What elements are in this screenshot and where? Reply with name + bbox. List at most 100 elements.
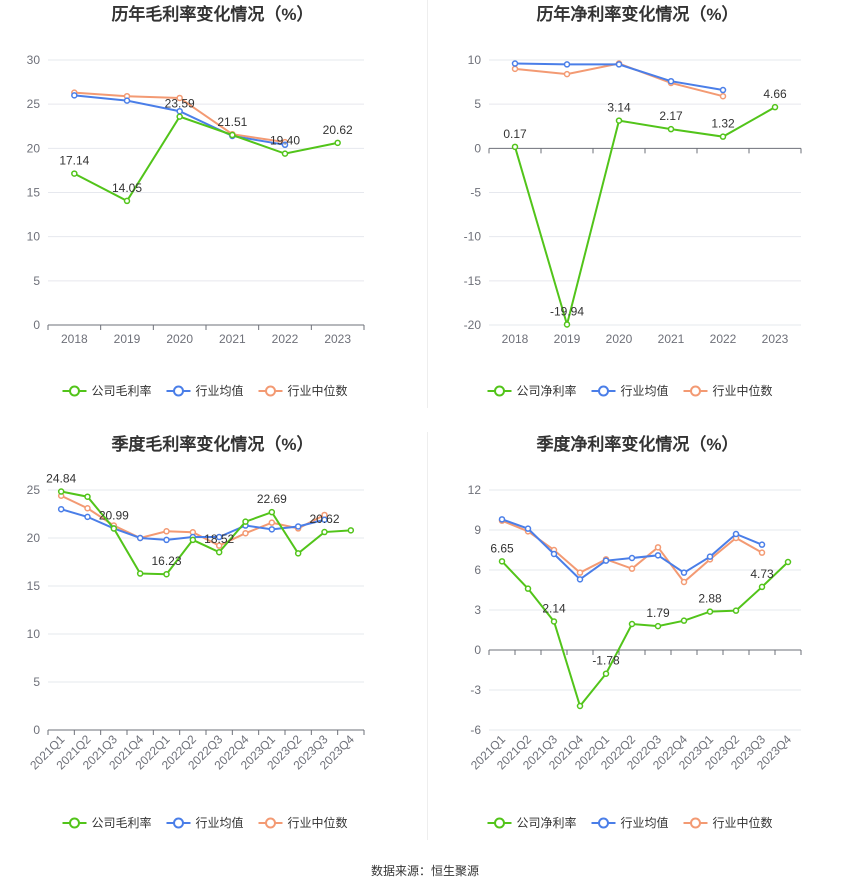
company-data-point (550, 618, 558, 625)
data-label: -19.94 (550, 304, 584, 318)
avg-data-point (268, 526, 276, 533)
company-data-point (511, 143, 519, 151)
company-data-point (176, 113, 183, 120)
company-data-point (321, 528, 328, 536)
median-data-point (84, 504, 91, 512)
company-data-point (136, 570, 144, 577)
legend-item-avg[interactable]: 行业均值 (591, 383, 669, 398)
data-label: 20.62 (323, 123, 353, 137)
company-data-point (615, 117, 623, 124)
avg-data-point (654, 552, 662, 559)
quarterly-gross-margin-chart: 季度毛利率变化情况（%）05101520252021Q12021Q22021Q3… (27, 434, 365, 830)
x-tick-label: 2022 (710, 332, 737, 346)
legend-item-company[interactable]: 公司净利率 (487, 383, 577, 398)
median-data-point (576, 569, 584, 576)
legend-item-company[interactable]: 公司毛利率 (62, 383, 152, 398)
legend-item-company[interactable]: 公司净利率 (487, 815, 577, 830)
company-data-point (110, 525, 118, 532)
company-data-point (498, 558, 506, 565)
data-label: 19.40 (270, 134, 300, 148)
svg-text:行业中位数: 行业中位数 (713, 815, 773, 830)
legend-item-avg[interactable]: 行业均值 (591, 815, 669, 830)
chart-title: 历年毛利率变化情况（%） (111, 4, 313, 24)
data-label: 24.84 (46, 472, 76, 486)
y-tick-label: 25 (27, 97, 41, 111)
x-tick-label: 2021 (658, 332, 685, 346)
x-tick-label: 2023 (762, 332, 789, 346)
company-data-point (268, 508, 276, 516)
y-tick-label: 10 (27, 627, 41, 641)
legend-item-avg[interactable]: 行业均值 (166, 383, 244, 398)
company-data-point (667, 125, 675, 133)
y-tick-label: 20 (27, 531, 41, 545)
y-tick-label: -10 (464, 230, 482, 244)
x-tick-label: 2021 (219, 332, 246, 346)
vertical-divider-bottom (427, 432, 428, 840)
svg-text:行业均值: 行业均值 (621, 383, 669, 398)
annual-gross-margin-chart: 历年毛利率变化情况（%） 0 5 10 15 20 25 30 2018 2019 2020 2021… (27, 4, 365, 398)
data-label: 0.17 (503, 127, 527, 141)
company-data-point (771, 103, 779, 111)
data-label: 1.79 (646, 606, 670, 620)
avg-data-point (719, 86, 727, 94)
data-label: 4.73 (750, 567, 774, 581)
y-tick-label: 3 (474, 603, 481, 617)
avg-data-point (758, 541, 766, 548)
legend-item-avg[interactable]: 行业均值 (166, 815, 244, 830)
avg-data-point (706, 553, 714, 560)
company-data-point (719, 133, 727, 140)
median-data-point (654, 544, 662, 551)
data-label: 2.14 (542, 601, 566, 615)
avg-data-point (615, 61, 623, 68)
data-label: 6.65 (490, 541, 514, 555)
data-label: 2.88 (698, 592, 722, 606)
x-tick-label: 2022 (272, 332, 299, 346)
y-tick-label: 15 (27, 579, 41, 593)
company-data-point (123, 197, 131, 205)
company-data-point (242, 518, 249, 525)
median-data-point (680, 578, 688, 586)
company-data-point (189, 536, 197, 544)
company-data-point (602, 670, 610, 677)
x-tick-label: 2018 (502, 332, 529, 346)
median-data-point (163, 528, 170, 535)
legend-item-median[interactable]: 行业中位数 (683, 383, 773, 398)
y-tick-label: 5 (33, 675, 40, 689)
chart-title: 历年净利率变化情况（%） (536, 4, 738, 24)
x-tick-label: 2018 (61, 332, 88, 346)
company-series-line (514, 106, 776, 329)
svg-text:行业中位数: 行业中位数 (288, 815, 348, 830)
legend-item-median[interactable]: 行业中位数 (258, 383, 348, 398)
y-tick-label: 0 (474, 643, 481, 657)
avg-data-point (628, 554, 636, 562)
y-tick-label: -5 (470, 186, 481, 200)
company-data-point (229, 131, 236, 139)
y-tick-label: 5 (33, 274, 40, 288)
avg-data-point (498, 516, 506, 523)
data-source-note: 数据来源：恒生聚源 (370, 864, 479, 878)
legend-item-median[interactable]: 行业中位数 (683, 815, 773, 830)
svg-text:行业中位数: 行业中位数 (288, 383, 348, 398)
company-data-point (84, 493, 91, 500)
data-label: -1.78 (592, 654, 620, 668)
quarterly-net-margin-chart: 季度净利率变化情况（%）-6-30369122021Q12021Q22021Q3… (468, 434, 802, 830)
y-tick-label: 10 (27, 230, 41, 244)
avg-data-point (71, 92, 78, 99)
y-tick-label: 0 (474, 141, 481, 155)
median-data-point (268, 519, 276, 526)
svg-text:行业均值: 行业均值 (196, 383, 244, 398)
avg-data-point (163, 536, 170, 544)
y-tick-label: -3 (470, 683, 481, 697)
legend-item-company[interactable]: 公司毛利率 (62, 815, 152, 830)
avg-data-point (563, 61, 571, 68)
company-data-point (563, 321, 571, 328)
y-tick-label: 6 (474, 563, 481, 577)
company-data-point (732, 607, 740, 614)
median-data-point (563, 70, 571, 78)
chart-title: 季度毛利率变化情况（%） (111, 434, 313, 454)
legend-item-median[interactable]: 行业中位数 (258, 815, 348, 830)
avg-data-point (602, 557, 610, 564)
company-data-point (628, 620, 636, 628)
svg-text:公司净利率: 公司净利率 (517, 383, 577, 398)
y-tick-label: 20 (27, 141, 41, 155)
